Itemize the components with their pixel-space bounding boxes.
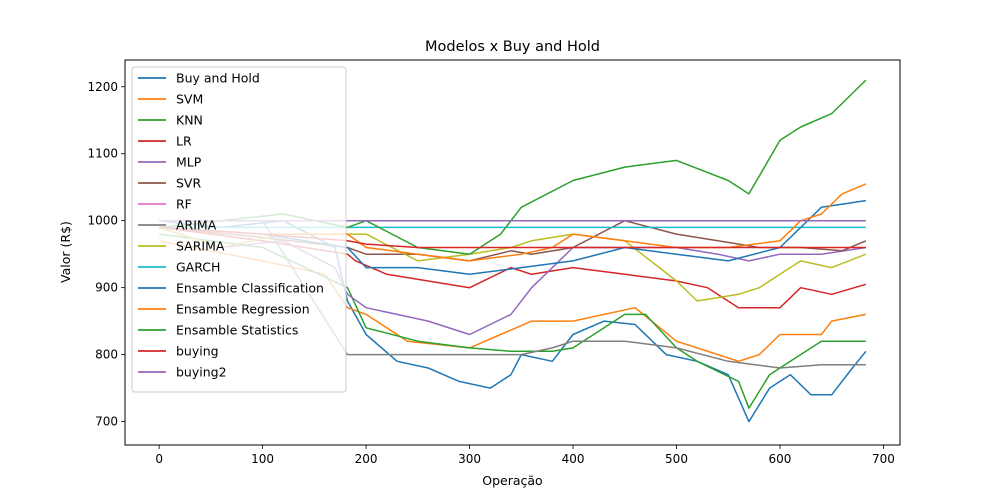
x-tick-label: 300 bbox=[458, 452, 481, 466]
x-tick-label: 0 bbox=[155, 452, 163, 466]
y-tick-label: 1000 bbox=[87, 214, 118, 228]
ticks-layer: 0 100 200 300 400 500 600 700 700 800 900 1000 1100 1… bbox=[87, 80, 894, 466]
legend-label: Ensamble Statistics bbox=[176, 323, 298, 338]
x-tick-label: 200 bbox=[355, 452, 378, 466]
series-line-lr bbox=[159, 226, 867, 309]
legend: Buy and Hold SVM KNN LR MLP SVR RF ARIMA SARIMA G… bbox=[131, 66, 347, 393]
legend-label: GARCH bbox=[176, 260, 220, 275]
chart-title: Modelos x Buy and Hold bbox=[425, 39, 600, 55]
x-axis-label: Operação bbox=[482, 473, 542, 488]
legend-label: LR bbox=[176, 134, 192, 149]
series-line-buying bbox=[159, 226, 866, 249]
legend-label: SVM bbox=[176, 92, 203, 107]
legend-label: Ensamble Regression bbox=[176, 302, 310, 317]
series-line-ensamble-classification bbox=[159, 199, 867, 276]
y-tick-label: 900 bbox=[95, 281, 118, 295]
series-line-buy-and-hold bbox=[159, 219, 867, 423]
legend-label: Buy and Hold bbox=[176, 71, 260, 86]
legend-label: RF bbox=[176, 197, 192, 212]
x-tick-label: 700 bbox=[872, 452, 895, 466]
y-tick-label: 800 bbox=[95, 348, 118, 362]
y-axis-label: Valor (R$) bbox=[58, 221, 73, 283]
legend-label: ARIMA bbox=[176, 218, 217, 233]
legend-label: SARIMA bbox=[176, 239, 225, 254]
legend-label: MLP bbox=[176, 155, 202, 170]
legend-box bbox=[131, 66, 347, 393]
x-tick-label: 600 bbox=[769, 452, 792, 466]
y-tick-label: 1100 bbox=[87, 147, 118, 161]
x-tick-label: 500 bbox=[665, 452, 688, 466]
plot-frame bbox=[124, 59, 901, 446]
legend-label: buying2 bbox=[176, 365, 227, 380]
series-line-svm bbox=[158, 240, 867, 363]
series-line-knn bbox=[159, 233, 866, 409]
y-tick-label: 700 bbox=[95, 415, 118, 429]
legend-label: KNN bbox=[176, 113, 203, 128]
legend-label: Ensamble Classification bbox=[176, 281, 324, 296]
legend-label: buying bbox=[176, 344, 219, 359]
x-tick-label: 400 bbox=[562, 452, 585, 466]
x-tick-label: 100 bbox=[251, 452, 274, 466]
series-line-arima bbox=[159, 219, 866, 369]
legend-label: SVR bbox=[176, 176, 201, 191]
y-tick-label: 1200 bbox=[87, 80, 118, 94]
